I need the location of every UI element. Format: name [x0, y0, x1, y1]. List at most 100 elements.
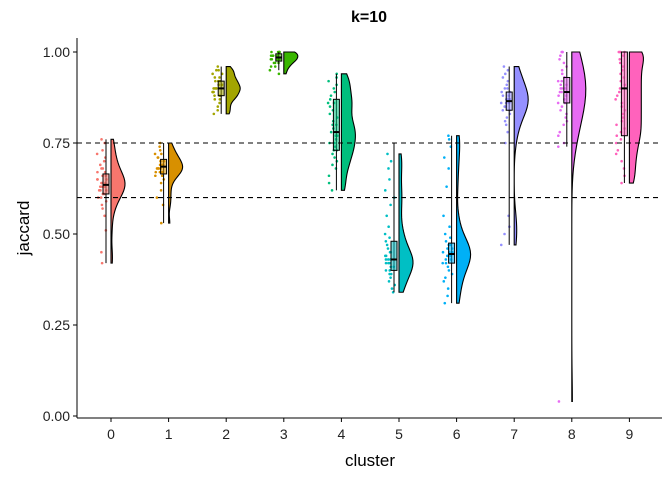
x-tick-label: 8: [568, 426, 576, 442]
x-tick-label: 7: [510, 426, 518, 442]
data-point-cluster-7: [501, 108, 505, 112]
data-point-cluster-8: [560, 72, 564, 76]
data-point-cluster-6: [447, 269, 451, 272]
data-point-cluster-3: [269, 57, 273, 61]
data-point-cluster-9: [615, 134, 619, 138]
data-point-cluster-5: [389, 159, 393, 163]
data-point-cluster-1: [160, 174, 164, 178]
data-point-cluster-1: [158, 148, 162, 152]
x-tick-label: 1: [165, 426, 173, 442]
data-point-cluster-2: [211, 72, 214, 76]
data-point-cluster-8: [560, 50, 563, 54]
y-tick-label: 0.25: [43, 317, 70, 333]
data-point-cluster-7: [503, 119, 507, 123]
data-point-cluster-9: [618, 57, 622, 61]
data-point-cluster-9: [615, 94, 619, 97]
violin-half-cluster-4: [340, 73, 356, 191]
data-point-cluster-5: [388, 236, 391, 239]
chart-title: k=10: [351, 9, 387, 26]
data-point-cluster-4: [327, 79, 330, 83]
data-point-cluster-0: [99, 196, 103, 199]
data-point-cluster-1: [154, 174, 157, 178]
data-point-cluster-7: [500, 90, 503, 94]
data-point-cluster-7: [505, 83, 509, 87]
data-point-cluster-4: [331, 163, 334, 167]
data-point-cluster-6: [448, 225, 451, 229]
data-point-cluster-6: [444, 239, 448, 243]
data-point-cluster-4: [326, 101, 330, 105]
data-point-cluster-0: [96, 178, 99, 181]
data-point-cluster-8: [560, 68, 564, 72]
data-point-cluster-2: [217, 68, 220, 72]
data-point-cluster-5: [384, 239, 388, 243]
data-point-cluster-6: [446, 254, 449, 258]
data-point-cluster-6: [442, 214, 445, 218]
data-point-cluster-0: [100, 261, 104, 265]
data-point-cluster-2: [216, 65, 220, 68]
data-point-cluster-8: [556, 101, 560, 105]
data-point-cluster-9: [618, 87, 622, 90]
data-point-cluster-4: [328, 105, 332, 108]
plot-area: [77, 50, 662, 403]
data-point-cluster-2: [212, 112, 216, 116]
data-point-cluster-4: [328, 98, 332, 101]
data-point-cluster-6: [448, 236, 452, 239]
data-point-cluster-4: [327, 174, 331, 178]
data-point-cluster-1: [156, 156, 160, 159]
data-point-cluster-5: [388, 178, 391, 181]
data-point-cluster-0: [98, 163, 102, 167]
data-point-cluster-8: [556, 79, 560, 83]
data-point-cluster-7: [503, 232, 506, 236]
data-point-cluster-2: [216, 108, 219, 112]
data-point-cluster-2: [215, 68, 218, 72]
data-point-cluster-5: [384, 261, 388, 265]
data-point-cluster-6: [443, 156, 446, 159]
data-point-cluster-5: [387, 280, 391, 283]
data-point-cluster-7: [504, 141, 507, 145]
data-point-cluster-3: [273, 65, 277, 68]
data-point-cluster-4: [332, 87, 336, 90]
data-point-cluster-8: [559, 54, 562, 57]
y-tick-label: 0.75: [43, 135, 70, 151]
data-point-cluster-8: [558, 130, 562, 134]
data-point-cluster-3: [270, 50, 273, 54]
data-point-cluster-7: [502, 65, 506, 68]
data-point-cluster-5: [390, 287, 394, 290]
data-point-cluster-0: [101, 148, 104, 152]
data-point-cluster-2: [218, 98, 222, 101]
data-point-cluster-7: [503, 87, 507, 90]
data-point-cluster-7: [506, 130, 509, 134]
box-iqr-cluster-4: [332, 98, 340, 151]
data-point-cluster-6: [447, 167, 450, 170]
data-point-cluster-5: [384, 254, 388, 258]
data-point-cluster-2: [218, 101, 221, 105]
data-point-cluster-6: [444, 261, 448, 265]
data-point-cluster-9: [614, 141, 618, 145]
data-point-cluster-6: [444, 258, 448, 261]
data-point-cluster-8: [557, 145, 560, 148]
data-point-cluster-1: [160, 152, 163, 156]
violin-half-cluster-0: [110, 138, 126, 264]
data-point-cluster-4: [331, 152, 334, 156]
data-point-cluster-7: [506, 79, 510, 83]
violin-half-cluster-1: [168, 142, 184, 224]
data-point-cluster-3: [269, 54, 273, 57]
x-axis-title: cluster: [345, 451, 395, 470]
data-point-cluster-9: [617, 90, 621, 94]
x-tick-label: 9: [626, 426, 634, 442]
violin-half-cluster-2: [225, 66, 241, 115]
data-point-cluster-6: [443, 301, 447, 305]
data-point-cluster-2: [213, 98, 217, 101]
data-point-cluster-8: [559, 108, 562, 112]
data-point-cluster-7: [506, 87, 509, 90]
data-point-cluster-1: [158, 145, 161, 148]
data-point-cluster-1: [159, 189, 163, 192]
data-point-cluster-2: [216, 105, 220, 108]
data-point-cluster-4: [328, 112, 332, 116]
data-point-cluster-5: [386, 152, 389, 156]
data-point-cluster-9: [620, 181, 623, 185]
data-point-cluster-8: [558, 90, 562, 94]
data-point-cluster-3: [277, 72, 281, 76]
data-point-cluster-5: [387, 225, 390, 229]
y-axis-title: jaccard: [14, 201, 33, 257]
